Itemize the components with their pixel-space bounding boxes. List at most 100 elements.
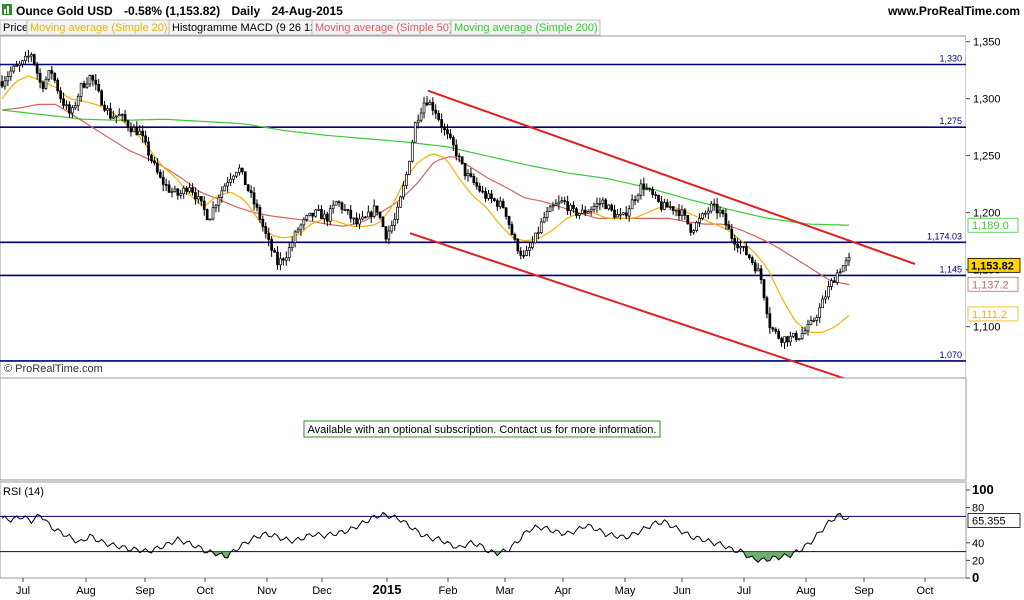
price-candle — [712, 198, 716, 211]
price-candle — [739, 240, 742, 255]
value-tag-1: 1,189.0 — [967, 217, 1019, 233]
price-candle — [636, 193, 640, 203]
price-candle — [290, 236, 294, 252]
price-candle — [498, 196, 502, 210]
price-candle — [337, 200, 341, 207]
price-candle — [387, 225, 391, 245]
time-label-8: Mar — [496, 585, 515, 597]
time-label-9: Apr — [554, 585, 571, 597]
time-label-7: Feb — [439, 585, 458, 597]
site-url[interactable]: www.ProRealTime.com — [887, 4, 1020, 18]
price-candle — [698, 213, 701, 228]
price-candle — [328, 204, 332, 226]
legend-item-2[interactable]: Histogramme MACD (9 26 12) — [168, 19, 320, 36]
legend-label-0: Price — [3, 22, 28, 34]
rsi-oversold-fill — [743, 551, 794, 563]
price-candle — [355, 212, 358, 227]
price-candle — [507, 215, 511, 229]
price-candle — [258, 204, 262, 223]
price-candle — [660, 195, 663, 212]
price-candle — [126, 119, 130, 132]
price-candle — [366, 205, 370, 218]
price-candle — [240, 167, 244, 175]
price-candle — [490, 189, 493, 203]
svg-text:1,137.2: 1,137.2 — [972, 279, 1009, 291]
price-candle — [633, 195, 637, 206]
price-candle — [797, 338, 801, 341]
price-candle — [595, 197, 599, 213]
price-candle — [841, 265, 845, 273]
level-label-4: 1,070 — [939, 350, 962, 360]
price-candle — [235, 171, 238, 179]
legend-item-1[interactable]: Moving average (Simple 20) — [26, 19, 170, 36]
price-candle — [343, 203, 347, 212]
price-candle — [832, 276, 836, 283]
price-candle — [607, 204, 611, 211]
price-candle — [827, 280, 830, 300]
subscription-notice[interactable]: Available with an optional subscription.… — [308, 424, 657, 436]
level-label-3: 1,145 — [939, 264, 962, 274]
price-candle — [815, 314, 819, 326]
price-candle — [305, 214, 309, 222]
svg-text:1,111.2: 1,111.2 — [972, 309, 1007, 321]
price-candle — [138, 124, 142, 136]
time-label-3: Oct — [196, 585, 213, 597]
price-candle — [604, 198, 608, 210]
price-candle — [267, 227, 271, 247]
price-candle — [613, 204, 616, 220]
price-candle — [569, 203, 572, 216]
time-label-11: Jun — [673, 585, 691, 597]
price-candle — [454, 139, 458, 161]
price-candle — [674, 209, 678, 217]
price-candle — [320, 205, 323, 220]
price-candle — [62, 92, 65, 109]
price-candle — [24, 51, 27, 66]
time-label-13: Aug — [796, 585, 816, 597]
price-candle — [451, 135, 455, 152]
price-candle — [780, 336, 783, 347]
price-candle — [786, 335, 789, 347]
price-candle — [742, 245, 745, 252]
price-candle — [627, 205, 631, 222]
price-candle — [545, 206, 549, 222]
price-candle — [677, 203, 681, 221]
price-candle — [255, 199, 259, 212]
legend-item-0[interactable]: Price — [0, 19, 28, 36]
subscription-notice-box[interactable] — [303, 420, 661, 438]
price-candle — [619, 207, 622, 220]
price-candle — [704, 210, 707, 218]
price-candle — [416, 114, 420, 129]
price-candle — [364, 215, 367, 219]
value-tag-2: 1,137.2 — [967, 276, 1019, 292]
price-candle — [589, 206, 593, 216]
price-candle — [616, 209, 619, 218]
price-candle — [378, 211, 382, 220]
price-candle — [706, 207, 710, 220]
price-candle — [273, 247, 276, 253]
price-candle — [437, 110, 441, 122]
price-candle — [97, 79, 101, 93]
legend-label-1: Moving average (Simple 20) — [30, 22, 168, 34]
legend-label-2: Histogramme MACD (9 26 12) — [172, 22, 320, 34]
price-candle — [12, 64, 16, 74]
price-candle — [586, 209, 590, 214]
rsi-panel — [0, 481, 967, 579]
price-candle — [270, 236, 273, 257]
price-candle — [405, 171, 408, 190]
price-tick-label-5: 1,350 — [973, 37, 1001, 49]
price-candle — [715, 197, 719, 220]
legend-item-4[interactable]: Moving average (Simple 200) — [450, 19, 601, 36]
price-candle — [220, 186, 224, 203]
price-candle — [199, 196, 203, 207]
price-candle — [144, 130, 147, 145]
price-candle — [161, 170, 165, 192]
price-candle — [469, 167, 473, 178]
price-candle — [428, 99, 432, 106]
price-candle — [701, 212, 704, 221]
time-label-0: Jul — [16, 585, 30, 597]
price-candle — [443, 123, 446, 136]
legend-item-3[interactable]: Moving average (Simple 50) — [311, 19, 453, 36]
price-candle — [750, 255, 754, 266]
price-candle — [557, 195, 561, 210]
price-candle — [249, 185, 253, 198]
